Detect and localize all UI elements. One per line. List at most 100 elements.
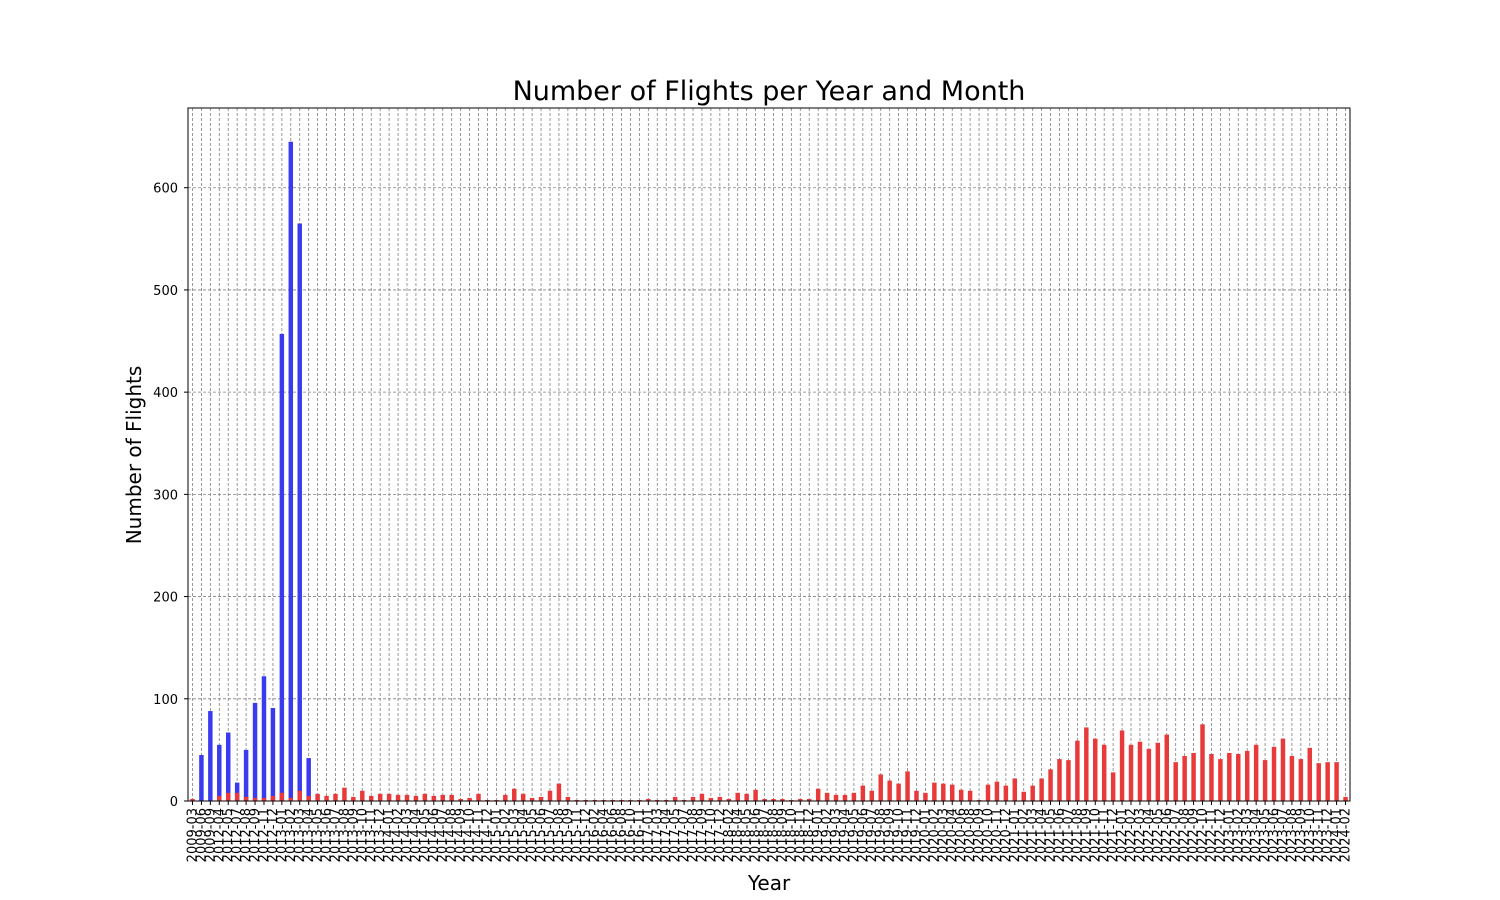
x-tick-label: 2019-04 (838, 808, 853, 862)
bar (1200, 724, 1205, 801)
x-tick-label: 2021-12 (1106, 808, 1121, 862)
x-tick-label: 2022-11 (1204, 808, 1219, 862)
x-tick-label: 2021-03 (1026, 808, 1041, 862)
bar (190, 798, 195, 801)
x-tick-label: 2017-05 (668, 808, 683, 862)
x-tick-label: 2022-03 (1133, 808, 1148, 862)
bar (369, 795, 374, 801)
bar (1084, 727, 1089, 801)
bar (279, 792, 285, 801)
x-tick-label: 2019-05 (847, 808, 862, 862)
y-tick-label: 300 (153, 488, 178, 503)
x-tick-label: 2019-12 (909, 808, 924, 862)
x-tick-label: 2014-12 (480, 808, 495, 862)
bar (923, 792, 928, 801)
bar (672, 796, 678, 801)
x-tick-label: 2022-12 (1213, 808, 1228, 862)
x-tick-label: 2012-07 (230, 808, 245, 862)
bar (1182, 756, 1187, 801)
bar (1191, 752, 1196, 801)
x-tick-label: 2019-08 (874, 808, 889, 862)
x-tick-label: 2019-01 (811, 808, 826, 862)
bar (950, 784, 955, 801)
bar (1209, 753, 1214, 801)
x-tick-label: 2023-08 (1285, 808, 1300, 862)
bar (512, 788, 517, 801)
x-tick-label: 2013-08 (337, 808, 352, 862)
x-tick-label: 2009-06 (194, 808, 209, 862)
bar (833, 794, 839, 801)
bar (1343, 796, 1348, 801)
bar (1119, 730, 1125, 801)
x-tick-label: 2020-12 (999, 808, 1014, 862)
bar (234, 782, 240, 801)
x-tick-label: 2013-06 (320, 808, 335, 862)
x-tick-label: 2022-07 (1169, 808, 1184, 862)
x-tick-label: 2018-04 (731, 808, 746, 862)
x-tick-label: 2014-02 (391, 808, 406, 862)
bar (261, 676, 267, 801)
bar (395, 794, 401, 801)
x-tick-label: 2012-09 (248, 808, 263, 862)
x-tick-label: 2021-11 (1097, 808, 1112, 862)
x-tick-label: 2014-09 (454, 808, 469, 862)
bar (476, 793, 481, 801)
bar (1164, 734, 1169, 801)
bar (1236, 753, 1241, 801)
bar (1101, 744, 1107, 801)
x-tick-label: 2019-03 (829, 808, 844, 862)
bar (976, 799, 982, 801)
bar (503, 794, 508, 801)
bar (1289, 756, 1295, 801)
x-tick-label: 2015-05 (525, 808, 540, 862)
x-tick-label: 2017-08 (686, 808, 701, 862)
x-tick-label: 2022-02 (1124, 808, 1139, 862)
bar (234, 792, 240, 801)
bar (1244, 750, 1250, 801)
x-tick-label: 2017-10 (704, 808, 719, 862)
bar (941, 783, 946, 801)
bar (1066, 760, 1071, 801)
x-tick-label: 2022-05 (1151, 808, 1166, 862)
bar (1137, 741, 1143, 801)
x-tick-label: 2014-11 (472, 808, 487, 862)
x-tick-label: 2013-01 (275, 808, 290, 862)
x-tick-label: 2015-02 (498, 808, 513, 862)
bar (1012, 778, 1018, 801)
x-tick-label: 2014-06 (427, 808, 442, 862)
bar (610, 799, 615, 801)
bar (270, 707, 276, 801)
x-tick-label: 2023-06 (1267, 808, 1282, 862)
bar (261, 797, 267, 801)
x-tick-label: 2015-11 (570, 808, 585, 862)
x-tick-label: 2021-09 (1079, 808, 1094, 862)
x-tick-label: 2014-03 (400, 808, 415, 862)
bar (1110, 772, 1116, 801)
x-tick-label: 2022-10 (1196, 808, 1211, 862)
bar (851, 792, 857, 801)
bar (1128, 744, 1134, 801)
bar (762, 798, 767, 801)
bar (306, 758, 311, 801)
x-axis-label: Year (747, 871, 791, 895)
x-tick-label: 2020-04 (945, 808, 960, 862)
y-tick-label: 0 (170, 795, 178, 810)
x-tick-label: 2017-04 (659, 808, 674, 862)
bar (967, 790, 973, 801)
bar (520, 793, 526, 801)
x-tick-label: 2023-09 (1294, 808, 1309, 862)
x-tick-label: 2023-10 (1303, 808, 1318, 862)
bar (252, 797, 258, 801)
bar (1271, 746, 1277, 801)
x-tick-label: 2013-09 (346, 808, 361, 862)
x-tick-label: 2022-01 (1115, 808, 1130, 862)
y-tick-label: 600 (153, 182, 178, 197)
x-tick-label: 2017-01 (641, 808, 656, 862)
bar (1057, 759, 1062, 801)
x-tick-label: 2018-09 (775, 808, 790, 862)
x-tick-label: 2018-08 (766, 808, 781, 862)
x-tick-label: 2014-05 (418, 808, 433, 862)
x-tick-label: 2014-08 (445, 808, 460, 862)
x-tick-label: 2016-02 (588, 808, 603, 862)
